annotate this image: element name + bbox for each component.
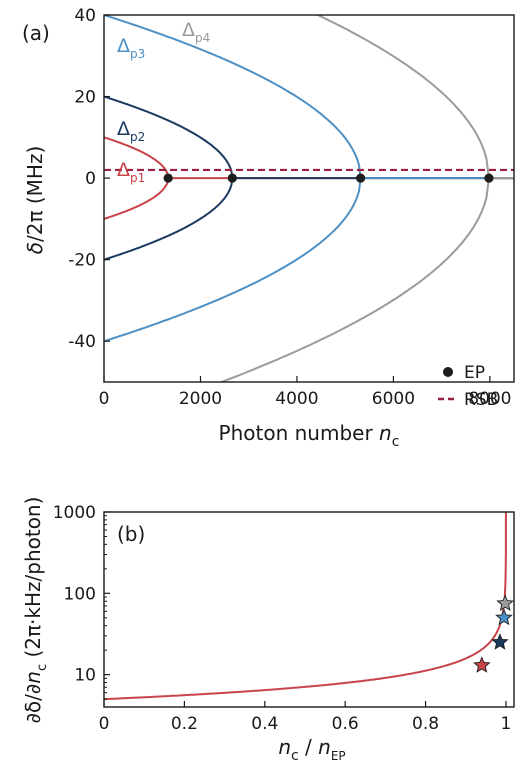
curve-label-p3: Δp3 — [117, 35, 145, 61]
legend: EP RSB — [438, 363, 498, 410]
x-tick-label: 1 — [501, 714, 512, 734]
curve-label-p4-sub: p4 — [195, 31, 210, 45]
svg-text:Δp4: Δp4 — [182, 19, 210, 45]
panel-b-y-axis-label: ∂δ/∂nc (2π·kHz/photon) — [21, 497, 50, 724]
curve-label-p1: Δp1 — [117, 159, 145, 185]
series-p3-lower-branch — [104, 177, 362, 343]
panel-b-label: (b) — [117, 522, 145, 546]
curve-label-p2: Δp2 — [117, 118, 145, 144]
legend-ep-marker — [443, 367, 453, 377]
panel-b-stars — [473, 594, 514, 673]
legend-rsb-label: RSB — [464, 390, 498, 410]
ep-point — [163, 173, 173, 183]
panel-a-y-axis-label: δ/2π (MHz) — [23, 146, 47, 255]
curve-label-p1-main: Δ — [117, 159, 130, 181]
panel-a-x-axis-label: Photon number nc — [219, 421, 400, 450]
panel-b-x-ticks: 0 0.2 0.4 0.6 0.8 1 — [99, 701, 512, 734]
svg-text:Δp1: Δp1 — [117, 159, 145, 185]
curve-label-p2-sub: p2 — [130, 130, 145, 144]
curve-label-p4-main: Δ — [182, 19, 195, 41]
panel-b-x-axis-label: nc / nEP — [278, 735, 345, 764]
panel-a-curves — [104, 15, 514, 382]
x-tick-label: 0 — [99, 389, 110, 409]
curve-label-p1-sub: p1 — [130, 171, 145, 185]
series-p1-lower-branch — [104, 177, 170, 220]
x-tick-label: 0.6 — [332, 714, 359, 734]
x-tick-label: 0.4 — [251, 714, 278, 734]
panel-b-curve — [103, 511, 507, 701]
y-tick-label: 0 — [85, 169, 96, 189]
legend-ep-label: EP — [464, 363, 485, 383]
x-tick-label: 4000 — [275, 389, 318, 409]
series-p4 — [218, 15, 514, 382]
ep-point — [484, 173, 494, 183]
panel-a-y-ticks: -40 -20 0 20 40 — [68, 6, 110, 352]
series-p3-upper-branch — [104, 15, 362, 179]
star-marker — [473, 656, 491, 673]
ep-point — [227, 173, 237, 183]
series-p1-upper-branch — [104, 136, 170, 179]
ep-points — [163, 173, 494, 183]
x-tick-label: 2000 — [179, 389, 222, 409]
y-tick-label: -40 — [68, 332, 96, 352]
panel-b-frame — [103, 511, 515, 708]
star-marker — [491, 633, 509, 650]
y-tick-label: 20 — [74, 88, 96, 108]
x-tick-label: 0 — [99, 714, 110, 734]
panel-b: 0 0.2 0.4 0.6 0.8 1 10 100 1000 (b) nc / nEP ∂δ… — [21, 497, 515, 764]
panel-a-label: (a) — [22, 21, 50, 45]
x-tick-label: 0.2 — [171, 714, 198, 734]
y-tick-label: 100 — [64, 584, 96, 604]
curve-label-p4: Δp4 — [182, 19, 210, 45]
panel-a-x-ticks: 0 2000 4000 6000 8000 — [99, 376, 512, 409]
curve-label-p3-main: Δ — [117, 35, 130, 57]
x-tick-label: 0.8 — [412, 714, 439, 734]
y-tick-label: 1000 — [53, 503, 96, 523]
x-tick-label: 8000 — [468, 389, 511, 409]
panel-b-y-ticks: 10 100 1000 — [53, 503, 110, 708]
curve-label-p3-sub: p3 — [130, 47, 145, 61]
panel-a: 0 2000 4000 6000 8000 -40 -20 0 20 40 (a) Photon… — [22, 6, 515, 450]
svg-text:Δp3: Δp3 — [117, 35, 145, 61]
series-p2-lower-branch — [104, 177, 234, 261]
y-tick-label: 10 — [74, 666, 96, 686]
series-p4-lower-branch — [218, 177, 490, 382]
y-tick-label: -20 — [68, 251, 96, 271]
x-tick-label: 6000 — [372, 389, 415, 409]
star-marker — [496, 594, 514, 611]
panel-a-frame — [103, 14, 515, 383]
curve-label-p2-main: Δ — [117, 118, 130, 140]
star-marker — [495, 608, 513, 626]
ep-point — [356, 173, 366, 183]
svg-text:Δp2: Δp2 — [117, 118, 145, 144]
y-tick-label: 40 — [74, 6, 96, 26]
series-p4-upper-branch — [315, 15, 490, 179]
series-p2-upper-branch — [104, 95, 234, 179]
